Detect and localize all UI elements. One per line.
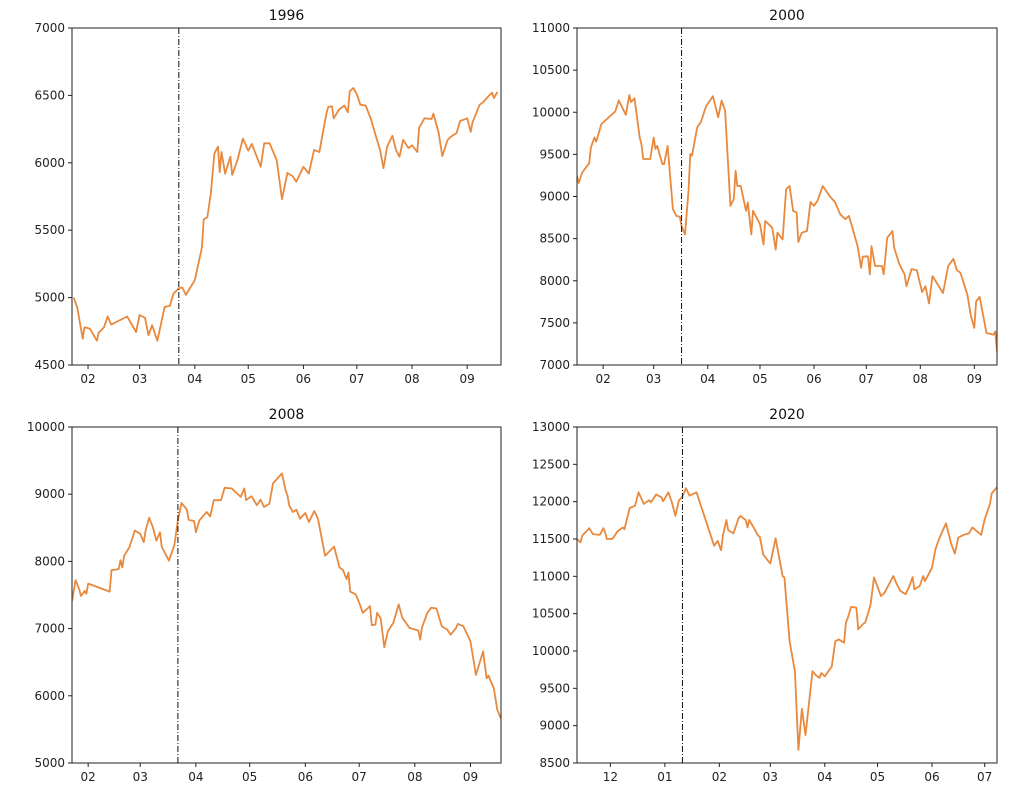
y-tick-label: 8000 — [539, 274, 570, 288]
x-tick-label: 08 — [407, 770, 422, 784]
x-tick-label: 12 — [603, 770, 618, 784]
y-tick-label: 7000 — [34, 622, 65, 636]
subplot-1996: 1996 4500 5000 5500 6000 6500 7000 02 03 04 05 06 07… — [34, 8, 502, 386]
series-line — [72, 87, 499, 342]
x-tick-label: 04 — [187, 372, 202, 386]
x-tick-label: 05 — [241, 372, 256, 386]
x-tick-label: 02 — [80, 372, 95, 386]
y-tick-label: 9500 — [539, 681, 570, 695]
y-tick-label: 13000 — [532, 420, 570, 434]
x-tick-label: 06 — [298, 770, 313, 784]
x-tick-label: 02 — [712, 770, 727, 784]
y-tick-label: 8000 — [34, 554, 65, 568]
x-tick-label: 04 — [817, 770, 832, 784]
x-tick-label: 05 — [752, 372, 767, 386]
x-tick-label: 08 — [913, 372, 928, 386]
y-tick-label: 7000 — [34, 21, 65, 35]
x-tick-label: 06 — [924, 770, 939, 784]
y-tick-label: 9500 — [539, 147, 570, 161]
axes-frame — [71, 426, 502, 764]
y-tick-label: 9000 — [539, 190, 570, 204]
y-tick-label: 9000 — [34, 487, 65, 501]
y-tick-label: 5500 — [34, 223, 65, 237]
y-tick-label: 7500 — [539, 316, 570, 330]
x-tick-label: 03 — [646, 372, 661, 386]
y-tick-label: 8500 — [539, 232, 570, 246]
y-tick-label: 6000 — [34, 689, 65, 703]
x-tick-label: 06 — [806, 372, 821, 386]
subplot-2020: 2020 8500 9000 9500 10000 10500 11000 11500 1200… — [532, 407, 998, 784]
subplot-title: 2000 — [769, 8, 805, 24]
subplot-2008: 2008 5000 6000 7000 8000 9000 10000 02 03 04 05 06 0… — [27, 407, 502, 784]
y-tick-label: 11500 — [532, 532, 570, 546]
y-tick-label: 12500 — [532, 457, 570, 471]
x-tick-label: 07 — [349, 372, 364, 386]
x-tick-label: 09 — [463, 770, 478, 784]
y-tick-label: 5000 — [34, 291, 65, 305]
x-tick-label: 02 — [81, 770, 96, 784]
axes-frame — [71, 27, 502, 366]
axes-frame — [576, 27, 998, 366]
x-tick-label: 03 — [133, 770, 148, 784]
y-tick-label: 6000 — [34, 156, 65, 170]
x-tick-label: 02 — [596, 372, 611, 386]
x-tick-label: 05 — [242, 770, 257, 784]
x-tick-label: 07 — [352, 770, 367, 784]
y-tick-label: 11000 — [532, 569, 570, 583]
y-tick-label: 12000 — [532, 495, 570, 509]
series-line — [577, 486, 997, 751]
x-tick-label: 01 — [657, 770, 672, 784]
subplot-title: 1996 — [269, 8, 305, 24]
x-tick-label: 07 — [977, 770, 992, 784]
y-tick-label: 10000 — [532, 105, 570, 119]
subplot-title: 2020 — [769, 407, 805, 423]
y-tick-label: 10500 — [532, 63, 570, 77]
x-tick-label: 03 — [132, 372, 147, 386]
y-tick-label: 10500 — [532, 607, 570, 621]
axes-frame — [576, 426, 998, 764]
series-line — [577, 94, 997, 352]
x-tick-label: 05 — [870, 770, 885, 784]
x-tick-label: 09 — [460, 372, 475, 386]
y-tick-label: 4500 — [34, 358, 65, 372]
y-tick-label: 9000 — [539, 719, 570, 733]
subplot-title: 2008 — [269, 407, 305, 423]
y-tick-label: 10000 — [27, 420, 65, 434]
x-tick-label: 04 — [700, 372, 715, 386]
y-tick-label: 6500 — [34, 88, 65, 102]
x-tick-label: 09 — [967, 372, 982, 386]
x-tick-label: 03 — [763, 770, 778, 784]
y-tick-label: 5000 — [34, 756, 65, 770]
series-line — [72, 472, 501, 719]
subplot-2000: 2000 7000 7500 8000 8500 9000 9500 10000 10500 11… — [532, 8, 998, 386]
x-tick-label: 07 — [859, 372, 874, 386]
x-tick-label: 04 — [188, 770, 203, 784]
y-tick-label: 7000 — [539, 358, 570, 372]
y-tick-label: 11000 — [532, 21, 570, 35]
x-tick-label: 08 — [404, 372, 419, 386]
y-tick-label: 10000 — [532, 644, 570, 658]
x-tick-label: 06 — [296, 372, 311, 386]
y-tick-label: 8500 — [539, 756, 570, 770]
